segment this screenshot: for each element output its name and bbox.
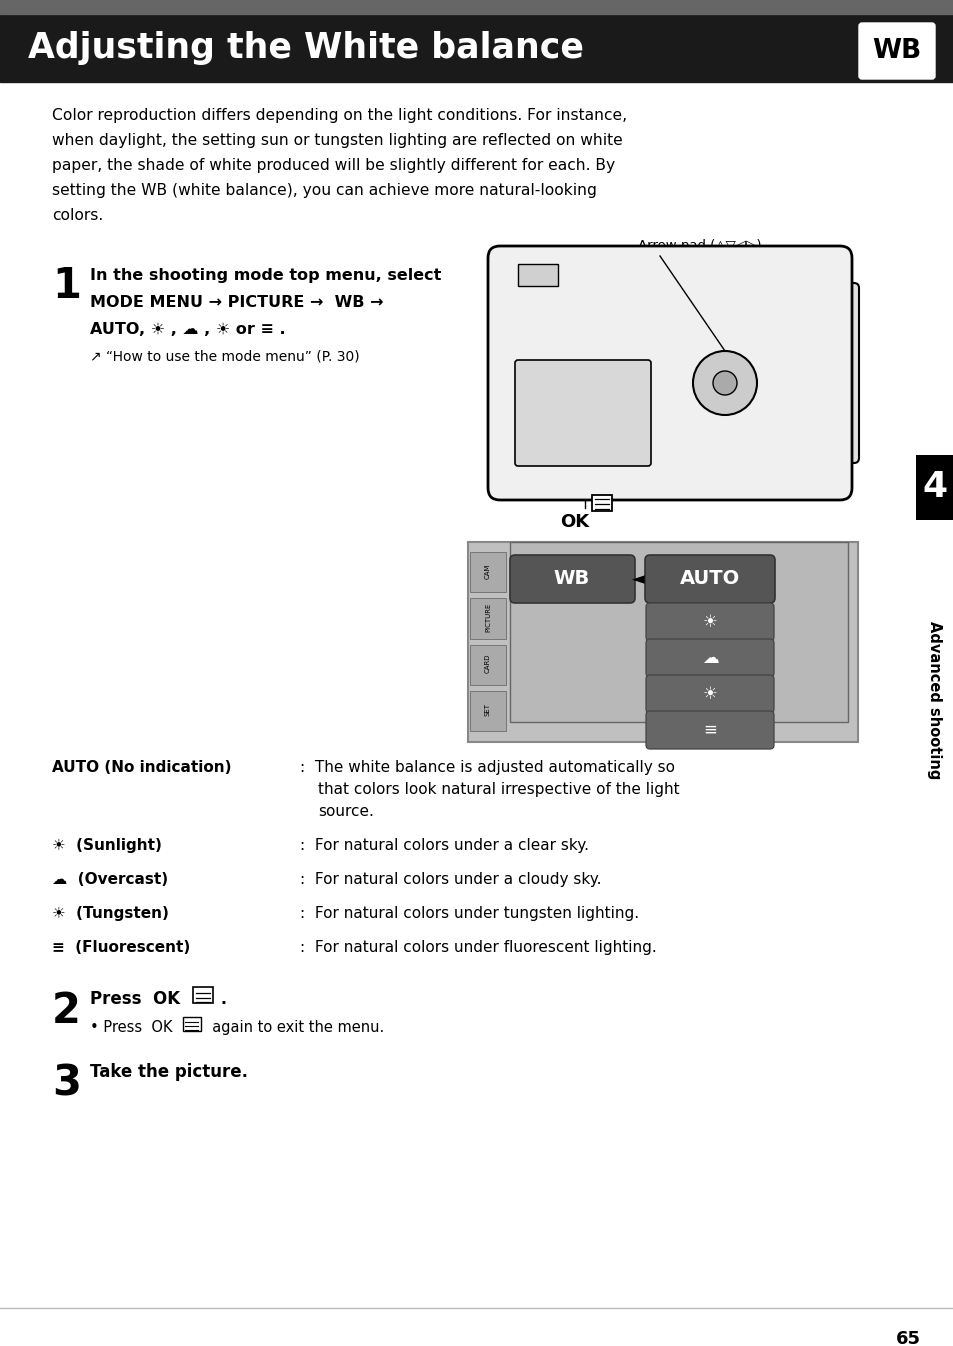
Text: SET: SET [484,703,491,716]
Bar [592,495,612,511]
Circle shape [712,371,737,394]
Text: :  The white balance is adjusted automatically so: : The white balance is adjusted automati… [299,760,675,775]
FancyBboxPatch shape [645,711,773,748]
Text: CAM: CAM [484,563,491,579]
Text: ≡: ≡ [702,721,717,739]
Text: 4: 4 [922,470,946,503]
Text: ☁: ☁ [701,649,718,668]
Text: In the shooting mode top menu, select: In the shooting mode top menu, select [90,268,441,283]
Text: CARD: CARD [484,654,491,673]
Text: .: . [214,991,227,1008]
Text: Adjusting the White balance: Adjusting the White balance [28,31,583,65]
Text: 2: 2 [52,991,81,1032]
Bar [183,1018,201,1031]
Text: Press  OK: Press OK [90,991,180,1008]
Text: when daylight, the setting sun or tungsten lighting are reflected on white: when daylight, the setting sun or tungst… [52,133,622,148]
Bar [0,0,953,13]
Text: again to exit the menu.: again to exit the menu. [203,1020,384,1035]
Text: ☀: ☀ [701,612,717,631]
Bar [517,264,558,285]
Text: ☀  (Tungsten): ☀ (Tungsten) [52,906,169,921]
FancyBboxPatch shape [858,23,934,79]
Text: 1: 1 [52,265,81,307]
FancyBboxPatch shape [644,555,774,603]
Text: paper, the shade of white produced will be slightly different for each. By: paper, the shade of white produced will … [52,157,615,174]
FancyBboxPatch shape [826,283,858,463]
Bar [470,552,505,592]
Bar [915,455,953,520]
Text: that colors look natural irrespective of the light: that colors look natural irrespective of… [317,782,679,797]
Text: OK: OK [559,513,589,532]
Bar [510,542,847,721]
Text: source.: source. [317,804,374,818]
Text: • Press  OK: • Press OK [90,1020,172,1035]
FancyBboxPatch shape [510,555,635,603]
Text: WB: WB [554,569,590,588]
Text: ☁  (Overcast): ☁ (Overcast) [52,872,168,887]
FancyBboxPatch shape [488,246,851,499]
Text: ◄: ◄ [631,569,643,588]
Bar [470,598,505,638]
Text: PICTURE: PICTURE [484,603,491,631]
Text: WB: WB [871,38,921,65]
FancyBboxPatch shape [645,639,773,677]
Text: MODE MENU → PICTURE →  WB →: MODE MENU → PICTURE → WB → [90,295,383,310]
Bar [470,645,505,685]
Text: :  For natural colors under tungsten lighting.: : For natural colors under tungsten ligh… [299,906,639,921]
Circle shape [692,351,757,415]
Text: AUTO, ☀ , ☁ , ☀ or ≡ .: AUTO, ☀ , ☁ , ☀ or ≡ . [90,322,285,336]
FancyBboxPatch shape [645,603,773,641]
Bar [468,542,857,742]
Text: ≡  (Fluorescent): ≡ (Fluorescent) [52,940,190,956]
Bar [193,987,213,1003]
Text: colors.: colors. [52,209,103,223]
Text: Take the picture.: Take the picture. [90,1063,248,1081]
Text: :  For natural colors under a cloudy sky.: : For natural colors under a cloudy sky. [299,872,601,887]
Text: Color reproduction differs depending on the light conditions. For instance,: Color reproduction differs depending on … [52,108,626,122]
Text: ☀  (Sunlight): ☀ (Sunlight) [52,839,162,853]
FancyBboxPatch shape [515,359,650,466]
Text: 65: 65 [895,1330,920,1346]
Text: 3: 3 [52,1063,81,1105]
Text: ☀: ☀ [701,685,717,703]
Text: AUTO: AUTO [679,569,740,588]
Bar [470,690,505,731]
FancyBboxPatch shape [645,674,773,713]
Bar [0,13,953,82]
Text: Arrow pad (△▽◁▷): Arrow pad (△▽◁▷) [638,240,760,252]
Text: :  For natural colors under a clear sky.: : For natural colors under a clear sky. [299,839,588,853]
Text: AUTO (No indication): AUTO (No indication) [52,760,232,775]
Text: ↗ “How to use the mode menu” (P. 30): ↗ “How to use the mode menu” (P. 30) [90,349,359,363]
Text: :  For natural colors under fluorescent lighting.: : For natural colors under fluorescent l… [299,940,656,956]
Text: Advanced shooting: Advanced shooting [926,621,942,779]
Text: setting the WB (white balance), you can achieve more natural-looking: setting the WB (white balance), you can … [52,183,597,198]
